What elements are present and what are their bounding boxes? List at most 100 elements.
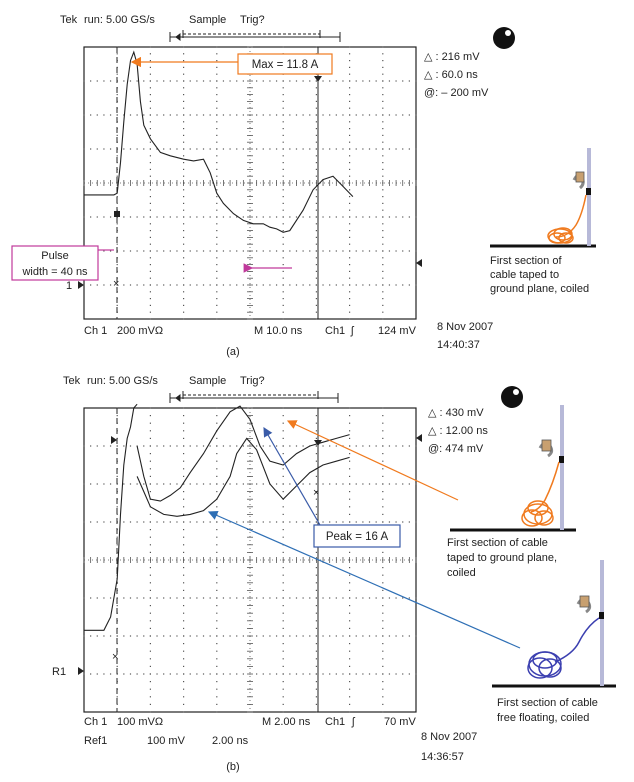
grid-dot xyxy=(189,483,191,485)
grid-dot xyxy=(176,148,178,150)
grid-dot xyxy=(262,445,264,447)
grid-dot xyxy=(149,264,151,266)
grid-dot xyxy=(388,148,391,150)
grid-dot xyxy=(183,291,185,293)
grid-dot xyxy=(222,673,225,675)
grid-dot xyxy=(216,643,218,645)
grid-dot xyxy=(216,270,218,272)
grid-dot xyxy=(402,673,404,675)
grid-dot xyxy=(149,128,151,130)
grid-dot xyxy=(216,291,218,293)
grid-dot xyxy=(149,257,151,259)
grid-dot xyxy=(196,80,198,82)
peak-callout-box xyxy=(313,524,401,548)
grid-dot xyxy=(236,521,238,523)
grid-dot xyxy=(282,407,284,409)
grid-dot xyxy=(309,673,311,675)
grid-dot xyxy=(183,298,185,300)
grid-dot xyxy=(388,250,391,252)
grid-dot xyxy=(90,483,92,485)
grid-dot xyxy=(382,128,384,130)
grid-dot xyxy=(282,711,284,713)
grid-dot xyxy=(342,521,344,523)
grid-dot xyxy=(275,284,278,286)
grid-dot xyxy=(242,521,244,523)
grid-dot xyxy=(269,445,271,447)
scale-volts: 200 mVΩ xyxy=(117,325,163,337)
grid-dot xyxy=(149,80,151,82)
grid-dot xyxy=(216,468,218,470)
grid-dot xyxy=(216,567,218,569)
grid-dot xyxy=(216,536,218,538)
grid-dot xyxy=(183,107,185,109)
header-status: run: 5.00 GS/s xyxy=(87,375,158,387)
grid-dot xyxy=(169,445,171,447)
grid-dot xyxy=(229,284,231,286)
grid-dot xyxy=(216,696,218,698)
grid-dot xyxy=(315,422,317,424)
grid-dot xyxy=(216,196,218,198)
grid-dot xyxy=(322,148,324,150)
grid-dot xyxy=(202,673,205,675)
grid-dot xyxy=(335,673,337,675)
grid-dot xyxy=(395,597,397,599)
date-a: 8 Nov 2007 xyxy=(437,321,493,333)
grid-dot xyxy=(216,223,218,225)
grid-dot xyxy=(282,257,284,259)
grid-dot xyxy=(216,264,218,266)
grid-dot xyxy=(169,521,171,523)
grid-dot xyxy=(149,453,151,455)
grid-dot xyxy=(183,506,185,508)
grid-dot xyxy=(156,80,158,82)
grid-dot xyxy=(183,551,185,553)
grid-dot xyxy=(183,536,185,538)
grid-dot xyxy=(282,298,284,300)
grid-dot xyxy=(349,236,351,238)
grid-dot xyxy=(156,114,158,116)
grid-dot xyxy=(362,483,364,485)
grid-dot xyxy=(282,620,284,622)
grid-dot xyxy=(90,597,92,599)
grid-dot xyxy=(216,100,218,102)
scale-ch: Ch 1 xyxy=(84,716,107,728)
grid-dot xyxy=(415,445,417,447)
grid-dot xyxy=(216,230,218,232)
grid-dot xyxy=(382,643,384,645)
grid-dot xyxy=(149,60,151,62)
grid-dot xyxy=(216,60,218,62)
grid-dot xyxy=(109,445,112,447)
grid-dot xyxy=(395,673,397,675)
panel-a-header: Tek run: 5.00 GS/s Sample Trig? xyxy=(60,14,265,26)
grid-dot xyxy=(315,134,317,136)
grid-dot xyxy=(103,445,105,447)
grid-dot xyxy=(149,688,151,690)
grid-dot xyxy=(216,506,218,508)
grid-dot xyxy=(382,250,384,252)
grid-dot xyxy=(163,284,165,286)
channel-marker-a: 1 xyxy=(66,280,72,292)
grid-dot xyxy=(183,236,185,238)
grid-dot xyxy=(202,114,205,116)
grid-dot xyxy=(395,521,397,523)
trace-b-taped xyxy=(136,405,350,502)
grid-dot xyxy=(355,148,357,150)
grid-dot xyxy=(282,597,284,599)
grid-dot xyxy=(149,94,151,96)
grid-dot xyxy=(282,650,284,652)
grid-dot xyxy=(116,53,118,55)
grid-dot xyxy=(282,422,284,424)
grid-dot xyxy=(116,536,118,538)
grid-dot xyxy=(309,635,311,637)
grid-dot xyxy=(136,148,138,150)
grid-dot xyxy=(329,114,331,116)
grid-dot xyxy=(282,673,284,675)
grid-dot xyxy=(149,236,151,238)
grid-dot xyxy=(169,635,171,637)
grid-dot xyxy=(368,483,371,485)
grid-dot xyxy=(349,681,351,683)
grid-dot xyxy=(149,270,151,272)
grid-dot xyxy=(236,80,238,82)
grid-dot xyxy=(216,453,218,455)
grid-dot xyxy=(295,250,298,252)
grid-dot xyxy=(202,445,205,447)
